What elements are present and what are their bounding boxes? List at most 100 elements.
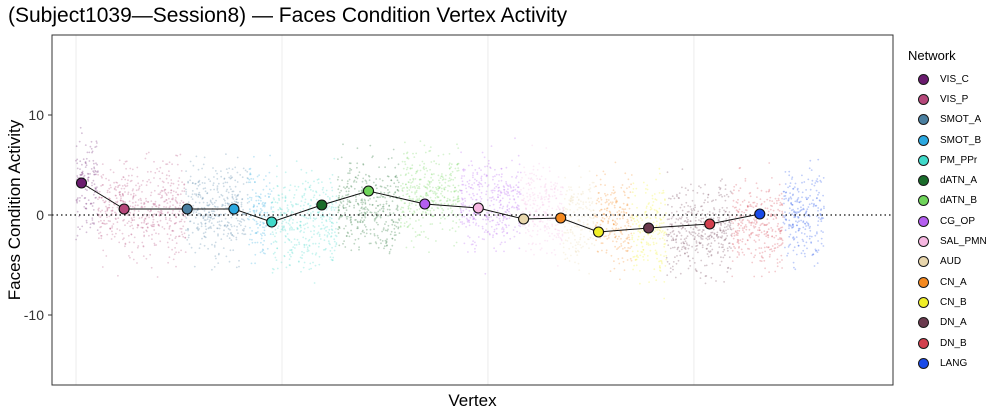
vertex-point <box>200 221 203 224</box>
vertex-point <box>103 201 106 204</box>
vertex-point <box>197 229 200 232</box>
vertex-point <box>306 246 309 249</box>
vertex-point <box>353 181 355 183</box>
vertex-point <box>123 184 126 187</box>
vertex-point <box>754 241 757 243</box>
vertex-point <box>532 215 535 218</box>
vertex-point <box>309 214 312 216</box>
vertex-point <box>395 174 398 177</box>
vertex-point <box>548 194 550 197</box>
vertex-point <box>653 193 656 195</box>
vertex-point <box>199 194 202 197</box>
vertex-point <box>163 206 165 208</box>
vertex-point <box>361 199 364 202</box>
vertex-point <box>661 222 663 225</box>
vertex-point <box>293 244 296 246</box>
vertex-point <box>481 185 484 188</box>
vertex-point <box>490 225 493 228</box>
vertex-point <box>806 235 808 238</box>
vertex-point <box>582 221 585 224</box>
vertex-point <box>416 198 419 201</box>
vertex-point <box>670 239 673 242</box>
vertex-point <box>501 197 504 200</box>
vertex-point <box>503 188 505 191</box>
vertex-point <box>400 221 402 224</box>
vertex-point <box>384 239 387 242</box>
vertex-point <box>693 262 696 264</box>
vertex-point <box>95 145 98 148</box>
vertex-point <box>608 210 611 213</box>
vertex-point <box>523 224 526 227</box>
vertex-point <box>356 220 359 223</box>
vertex-point <box>583 235 585 238</box>
vertex-point <box>767 246 770 249</box>
vertex-point <box>687 255 690 257</box>
vertex-point <box>197 168 200 171</box>
vertex-point <box>795 212 798 215</box>
vertex-point <box>328 197 331 199</box>
vertex-point <box>694 249 697 252</box>
vertex-point <box>76 162 79 165</box>
vertex-point <box>596 216 598 218</box>
vertex-point <box>299 224 302 226</box>
vertex-point <box>607 237 610 239</box>
vertex-point <box>635 244 638 247</box>
vertex-point <box>388 251 391 253</box>
vertex-point <box>544 229 546 232</box>
vertex-point <box>456 163 459 166</box>
vertex-point <box>422 167 425 169</box>
vertex-point <box>530 235 533 238</box>
vertex-point <box>172 182 175 185</box>
vertex-point <box>159 191 162 194</box>
vertex-point <box>778 210 781 212</box>
vertex-point <box>460 177 463 180</box>
vertex-point <box>594 225 597 228</box>
vertex-point <box>623 246 626 249</box>
vertex-point <box>281 228 284 231</box>
vertex-point <box>823 205 825 208</box>
vertex-point <box>115 189 117 191</box>
vertex-point <box>256 205 259 208</box>
vertex-point <box>822 245 825 247</box>
vertex-point <box>268 182 271 184</box>
vertex-point <box>540 175 543 178</box>
vertex-point <box>351 233 353 236</box>
vertex-point <box>308 268 311 271</box>
vertex-point <box>235 266 238 269</box>
vertex-point <box>192 204 195 207</box>
vertex-point <box>242 183 245 185</box>
vertex-point <box>89 145 92 148</box>
vertex-point <box>771 235 774 238</box>
vertex-point <box>807 206 810 208</box>
vertex-point <box>108 179 110 182</box>
vertex-point <box>731 192 734 195</box>
vertex-point <box>220 193 223 196</box>
vertex-point <box>774 243 776 246</box>
vertex-point <box>631 238 634 241</box>
vertex-point <box>263 222 265 225</box>
vertex-point <box>249 167 252 170</box>
vertex-point <box>362 163 365 166</box>
vertex-point <box>165 163 168 166</box>
vertex-point <box>397 181 400 184</box>
vertex-point <box>444 181 447 184</box>
vertex-point <box>415 189 418 192</box>
vertex-point <box>681 186 683 189</box>
vertex-point <box>506 232 509 234</box>
vertex-point <box>789 196 792 199</box>
vertex-point <box>748 228 751 231</box>
vertex-point <box>633 264 635 267</box>
vertex-point <box>109 220 111 223</box>
vertex-point <box>189 160 192 163</box>
vertex-point <box>603 235 606 238</box>
vertex-point <box>119 191 122 193</box>
vertex-point <box>287 208 290 211</box>
vertex-point <box>380 207 383 210</box>
vertex-point <box>239 190 241 193</box>
vertex-point <box>506 205 509 208</box>
vertex-point <box>691 209 693 212</box>
vertex-point <box>575 247 577 250</box>
vertex-point <box>274 256 277 259</box>
vertex-point <box>372 155 374 158</box>
vertex-point <box>100 196 103 199</box>
